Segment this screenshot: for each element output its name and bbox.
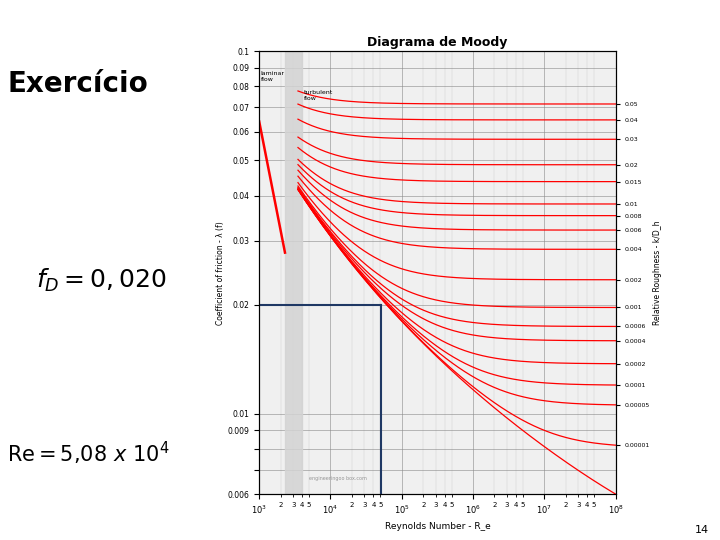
- Text: Exercício: Exercício: [7, 70, 148, 98]
- Text: laminar
flow: laminar flow: [261, 71, 284, 82]
- Text: $\mathrm{Re} = 5{,}08\ x\ 10^4$: $\mathrm{Re} = 5{,}08\ x\ 10^4$: [7, 440, 170, 467]
- Y-axis label: Coefficient of friction - λ (f): Coefficient of friction - λ (f): [216, 221, 225, 325]
- Title: Diagrama de Moody: Diagrama de Moody: [367, 36, 508, 49]
- Text: $f_D = 0,020$: $f_D = 0,020$: [36, 267, 166, 294]
- Text: engineeringoo box.com: engineeringoo box.com: [309, 476, 366, 481]
- X-axis label: Reynolds Number - R_e: Reynolds Number - R_e: [384, 522, 490, 531]
- Text: turbulent
flow: turbulent flow: [304, 90, 333, 101]
- Text: 14: 14: [695, 524, 709, 535]
- Y-axis label: Relative Roughness - k/D_h: Relative Roughness - k/D_h: [652, 220, 662, 325]
- Bar: [285, 51, 302, 494]
